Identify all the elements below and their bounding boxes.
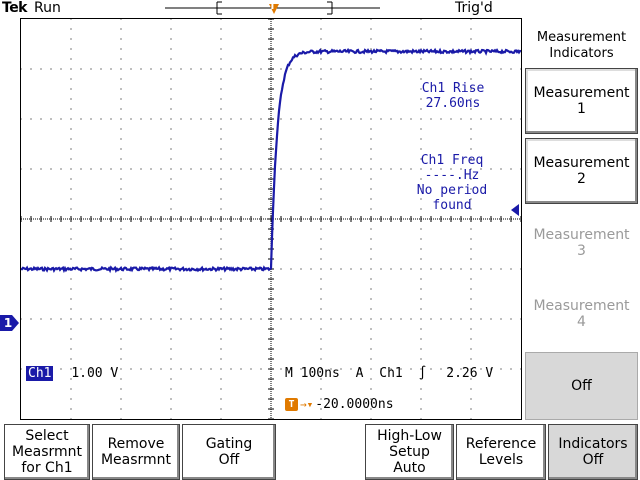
measurement-1-button[interactable]: Measurement 1 (525, 68, 638, 134)
acquisition-run-state: Run (34, 0, 61, 16)
trigger-position-top-label: T (269, 1, 276, 12)
gating-button[interactable]: Gating Off (182, 424, 276, 480)
side-menu-title-line2: Indicators (549, 46, 614, 61)
button-label: Indicators (558, 436, 628, 452)
trigger-source: Ch1 (379, 366, 403, 381)
button-label: Levels (478, 452, 524, 468)
high-low-setup-button[interactable]: High-Low Setup Auto (365, 424, 454, 480)
measurement-freq-note1: No period (416, 183, 488, 198)
measurement-freq-value: ----.Hz (424, 168, 480, 183)
button-label: Measurement (533, 227, 630, 243)
button-label: Auto (393, 460, 426, 476)
trigger-slope-icon: ∫ (418, 366, 427, 381)
button-label: 4 (577, 314, 586, 330)
channel1-marker-label: 1 (3, 316, 13, 330)
measurement-freq-label: Ch1 Freq (420, 153, 484, 168)
button-label: High-Low (377, 428, 442, 444)
graticule (21, 19, 521, 419)
measurement-freq: Ch1 Freq ----.Hz No period found (402, 153, 502, 213)
channel-status: Ch1 1.00 V (26, 366, 118, 381)
button-label: Measurement (533, 298, 630, 314)
select-measurement-button[interactable]: Select Measrmnt for Ch1 (4, 424, 90, 480)
side-menu-title-line1: Measurement (536, 30, 627, 45)
button-label: Gating (205, 436, 253, 452)
button-label: Measrmnt (100, 452, 172, 468)
timebase-status: M 100ns A Ch1 ∫ 2.26 V (285, 366, 493, 381)
button-label: Select (25, 428, 69, 444)
button-label: 2 (577, 171, 586, 187)
volts-per-div: 1.00 V (71, 366, 119, 381)
measurement-3-button[interactable]: Measurement 3 (525, 210, 638, 276)
indicators-off-bottom-button[interactable]: Indicators Off (548, 424, 638, 480)
trigger-offset-status: T →▾ -20.0000ns (285, 397, 394, 412)
trigger-status: Trig'd (455, 0, 493, 16)
trigger-offset-icon: T (285, 398, 298, 411)
channel-badge: Ch1 (26, 366, 54, 381)
button-label: Measurement (533, 155, 630, 171)
button-label: Setup (389, 444, 430, 460)
record-position-indicator (165, 1, 380, 15)
button-label: Off (218, 452, 240, 468)
trigger-level-icon (511, 204, 519, 216)
button-label: for Ch1 (21, 460, 73, 476)
trigger-level-value: 2.26 V (446, 366, 494, 381)
brand-logo: Tek (2, 0, 28, 16)
measurement-2-button[interactable]: Measurement 2 (525, 138, 638, 204)
button-label: Remove (107, 436, 165, 452)
button-label: Off (582, 452, 604, 468)
side-menu-title: Measurement Indicators (523, 30, 640, 62)
trigger-position-top-icon (269, 4, 279, 14)
trigger-arrow-icon: →▾ (300, 398, 314, 411)
channel1-trace (21, 47, 521, 274)
channel1-marker-icon (0, 315, 19, 331)
waveform-display[interactable] (20, 18, 522, 420)
measurement-rise: Ch1 Rise 27.60ns (410, 81, 496, 111)
indicators-off-button[interactable]: Off (525, 352, 638, 420)
measurement-rise-value: 27.60ns (425, 96, 481, 111)
timebase-value: M 100ns (285, 366, 340, 381)
measurement-freq-note2: found (432, 198, 472, 213)
button-label: Off (571, 378, 592, 394)
measurement-rise-label: Ch1 Rise (421, 81, 485, 96)
button-label: Reference (465, 436, 537, 452)
trigger-offset-value: -20.0000ns (315, 397, 394, 412)
remove-measurement-button[interactable]: Remove Measrmnt (92, 424, 180, 480)
button-label: Measurement (533, 85, 630, 101)
reference-levels-button[interactable]: Reference Levels (456, 424, 546, 480)
button-label: 1 (577, 101, 586, 117)
measurement-4-button[interactable]: Measurement 4 (525, 281, 638, 347)
button-label: Measrmnt (11, 444, 83, 460)
button-label: 3 (577, 243, 586, 259)
trigger-mode: A (355, 366, 364, 381)
